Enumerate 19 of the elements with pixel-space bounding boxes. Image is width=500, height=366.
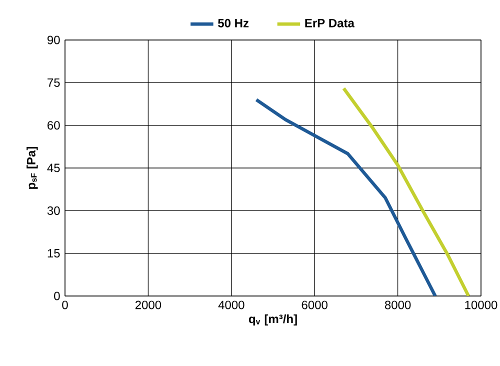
- y-tick-label: 90: [48, 36, 60, 44]
- x-tick-label: 6000: [302, 300, 328, 310]
- x-axis-title: q$_{v}$ [m³/h]: [248, 314, 297, 326]
- x-tick-label: 10000: [465, 300, 498, 310]
- y-tick-label: 60: [48, 121, 60, 130]
- x-tick-label: 0: [62, 300, 68, 310]
- y-tick-label: 0: [54, 292, 60, 300]
- x-tick-label: 2000: [135, 300, 162, 310]
- legend-label: ErP Data: [305, 18, 355, 28]
- legend-label: 50 Hz: [218, 18, 249, 28]
- y-tick-label: 45: [47, 164, 60, 172]
- x-tick-label: 4000: [218, 300, 244, 310]
- y-tick-label: 75: [48, 78, 60, 87]
- x-tick-label: 8000: [384, 300, 411, 310]
- y-tick-label: 30: [47, 206, 60, 215]
- y-tick-label: 15: [48, 249, 60, 258]
- line-series: [254, 98, 437, 296]
- y-axis-title: p$_{sF}$ [Pa]: [26, 146, 38, 189]
- line-series: [342, 86, 470, 296]
